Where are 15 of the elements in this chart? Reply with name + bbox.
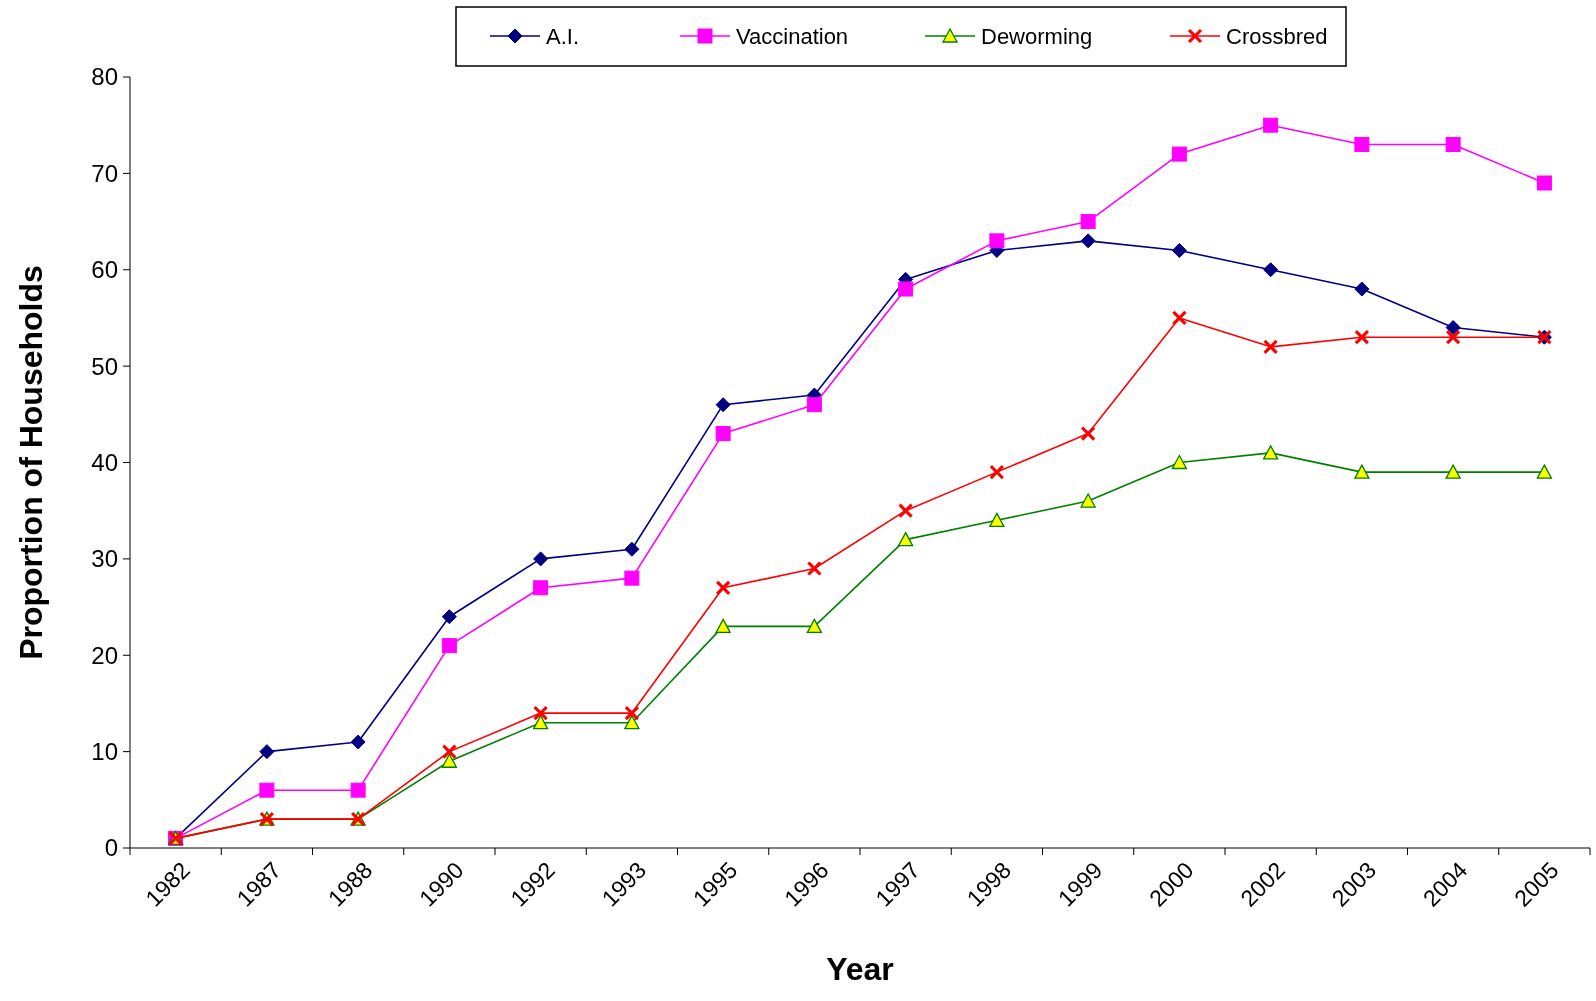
y-tick-label: 50 <box>91 352 118 380</box>
y-tick-label: 30 <box>91 545 118 573</box>
y-tick-label: 10 <box>91 738 118 766</box>
y-tick-label: 40 <box>91 448 118 476</box>
y-tick-label: 70 <box>91 159 118 187</box>
y-tick-label: 80 <box>91 63 118 91</box>
legend-label: Deworming <box>981 23 1093 49</box>
y-axis-title: Proportion of Households <box>13 265 49 660</box>
y-tick-label: 20 <box>91 641 118 669</box>
legend-label: Vaccination <box>736 23 849 49</box>
y-tick-label: 60 <box>91 256 118 284</box>
legend-label: Crossbred <box>1226 23 1328 49</box>
x-axis-title: Year <box>826 951 894 987</box>
legend-label: A.I. <box>546 23 580 49</box>
y-tick-label: 0 <box>104 834 118 862</box>
